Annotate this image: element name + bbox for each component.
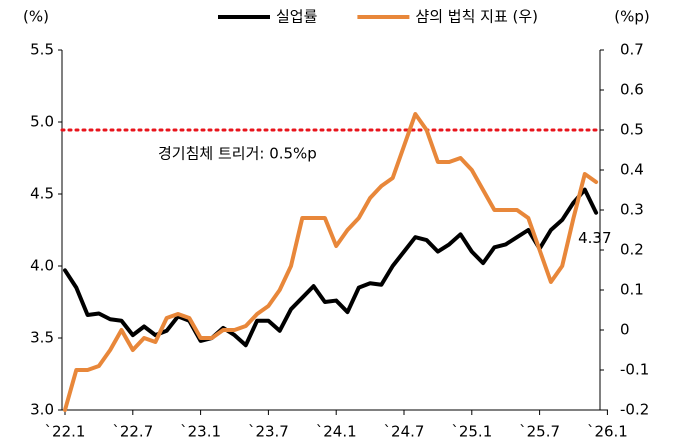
y-tick-label: 3.5 [30,329,54,347]
x-tick-label: `25.1 [451,423,492,441]
x-tick-label: `23.7 [248,423,289,441]
y2-tick-label: 0.4 [620,161,644,179]
y-axis-unit: (%) [23,8,49,26]
series-line [63,187,599,348]
data-label: 4.37 [578,229,611,247]
y-tick-label: 4.0 [30,257,54,275]
x-tick-label: `22.7 [112,423,153,441]
y2-axis-unit: (%p) [614,8,649,26]
x-tick-label: `25.7 [519,423,560,441]
x-tick-label: `24.7 [384,423,425,441]
y2-tick-label: -0.1 [620,361,649,379]
x-tick-label: `23.1 [180,423,221,441]
y2-tick-label: 0.3 [620,201,644,219]
legend-label: 샴의 법칙 지표 (우) [415,8,538,26]
x-tick-label: `26.1 [587,423,628,441]
y2-tick-label: 0.2 [620,241,644,259]
x-tick-label: `22.1 [45,423,86,441]
legend-label: 실업률 [276,8,318,26]
y2-tick-label: 0.5 [620,121,644,139]
y-tick-label: 4.5 [30,185,54,203]
series-line [63,112,599,412]
y-tick-label: 5.0 [30,113,54,131]
y2-tick-label: 0 [620,321,630,339]
y-tick-label: 3.0 [30,401,54,419]
x-tick-label: `24.1 [316,423,357,441]
y2-tick-label: -0.2 [620,401,649,419]
y-tick-label: 5.5 [30,41,54,59]
y2-tick-label: 0.1 [620,281,644,299]
reference-label: 경기침체 트리거: 0.5%p [158,145,317,163]
y2-tick-label: 0.7 [620,41,644,59]
y2-tick-label: 0.6 [620,81,644,99]
